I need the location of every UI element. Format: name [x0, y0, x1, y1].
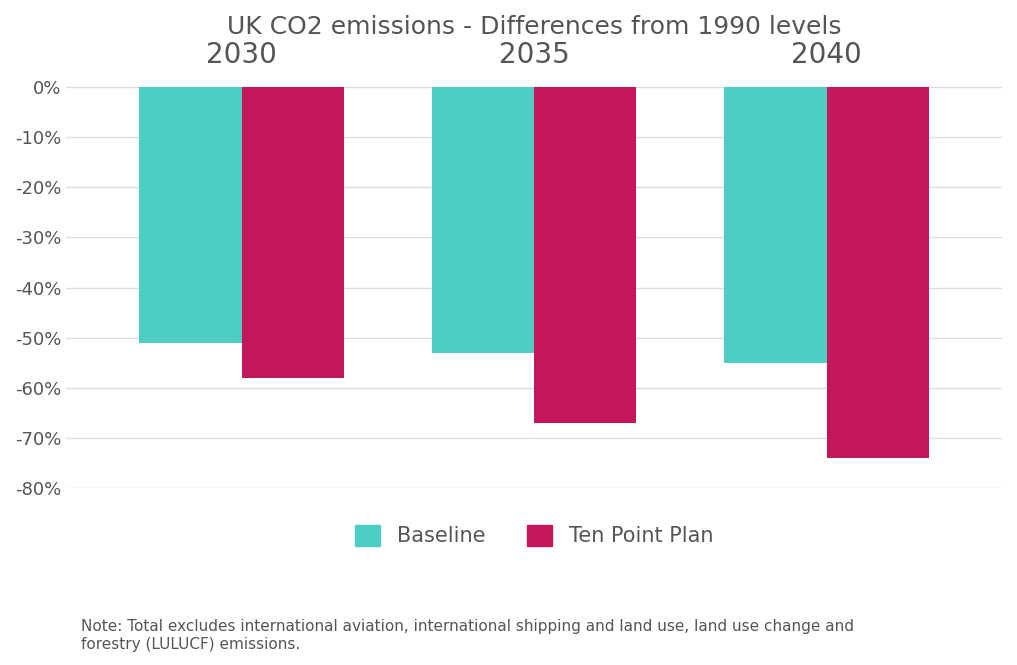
Bar — [139, 87, 242, 343]
Text: 2040: 2040 — [791, 41, 862, 69]
Bar — [724, 87, 827, 363]
Bar — [827, 87, 929, 458]
Bar — [432, 87, 534, 353]
Legend: Baseline, Ten Point Plan: Baseline, Ten Point Plan — [347, 517, 721, 555]
Title: UK CO2 emissions - Differences from 1990 levels: UK CO2 emissions - Differences from 1990… — [227, 15, 841, 39]
Text: 2030: 2030 — [206, 41, 277, 69]
Bar — [534, 87, 637, 423]
Text: 2035: 2035 — [498, 41, 570, 69]
Bar — [242, 87, 344, 378]
Text: Note: Total excludes international aviation, international shipping and land use: Note: Total excludes international aviat… — [81, 619, 854, 652]
